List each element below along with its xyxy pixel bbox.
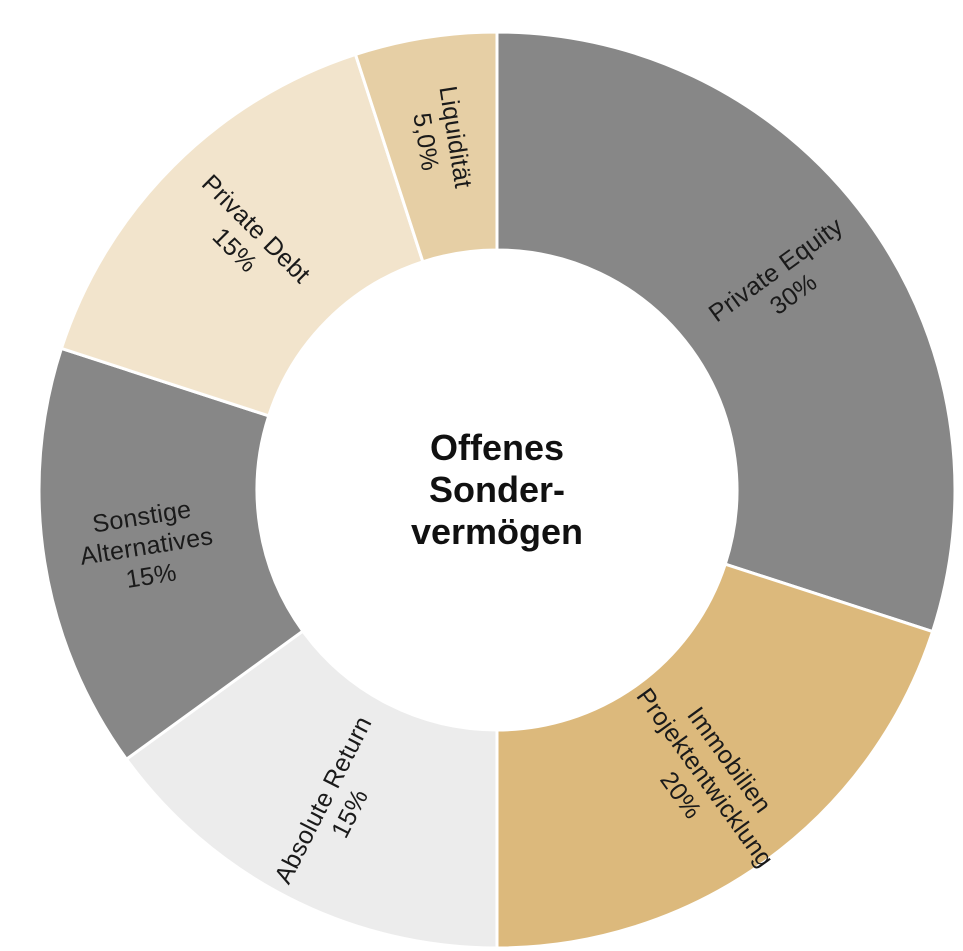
center-label-line: Offenes xyxy=(430,427,564,468)
pie-slice xyxy=(59,52,425,418)
center-label-line: Sonder- xyxy=(429,469,565,510)
pie-slice xyxy=(37,346,305,762)
slice-label: SonstigeAlternatives15% xyxy=(73,493,219,601)
pie-slice xyxy=(495,30,957,634)
pie-slice xyxy=(124,628,499,950)
center-label: Offenes Sonder-vermögen xyxy=(411,427,583,552)
center-label-line: vermögen xyxy=(411,511,583,552)
slices-layer xyxy=(37,30,957,950)
pie-slice xyxy=(495,562,935,950)
pie-slice xyxy=(353,30,499,264)
